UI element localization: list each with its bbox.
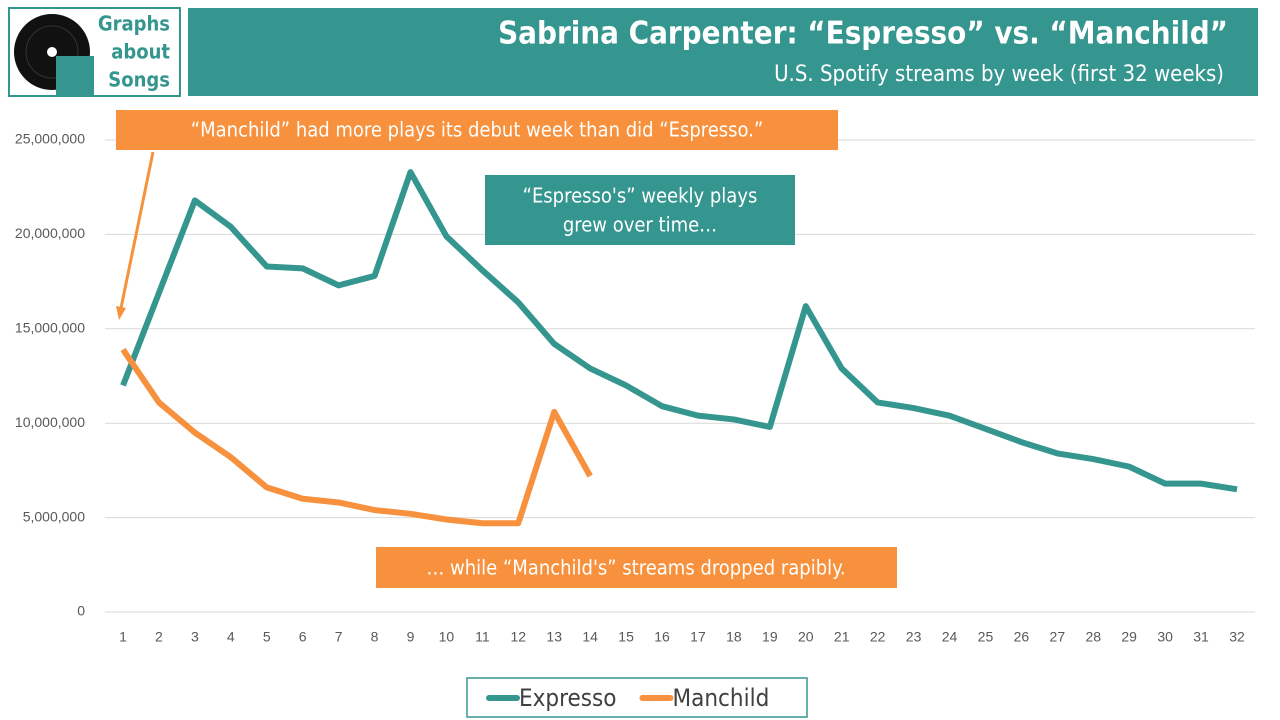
x-tick-label: 9 (407, 629, 415, 645)
logo-g (56, 56, 94, 96)
logo-text: about (111, 40, 170, 64)
annotation: “Espresso's” weekly plays (523, 184, 758, 208)
y-tick-label: 20,000,000 (15, 225, 85, 241)
header (188, 8, 1258, 96)
y-tick-label: 5,000,000 (23, 508, 85, 524)
x-tick-label: 1 (119, 629, 127, 645)
x-tick-label: 4 (227, 629, 235, 645)
legend-label: Manchild (672, 684, 769, 712)
x-tick-label: 17 (690, 629, 706, 645)
x-tick-label: 29 (1121, 629, 1137, 645)
arrow-head (116, 306, 126, 320)
x-tick-label: 31 (1193, 629, 1209, 645)
logo-hole (47, 47, 57, 57)
logo-groove (25, 25, 79, 79)
x-tick-label: 11 (475, 629, 490, 645)
x-tick-label: 26 (1014, 629, 1030, 645)
x-tick-label: 19 (762, 629, 778, 645)
legend (466, 677, 808, 718)
annotation-box (376, 547, 897, 588)
y-tick-label: 25,000,000 (15, 131, 85, 147)
x-tick-label: 18 (726, 629, 742, 645)
logo-text: Graphs (98, 12, 170, 36)
x-tick-label: 8 (371, 629, 379, 645)
annotation: “Manchild” had more plays its debut week… (191, 118, 763, 142)
x-tick-label: 15 (618, 629, 634, 645)
y-tick-label: 15,000,000 (15, 320, 85, 336)
annotation-box (485, 175, 795, 245)
chart-title: Sabrina Carpenter: “Espresso” vs. “Manch… (498, 16, 1228, 52)
x-tick-label: 23 (906, 629, 922, 645)
x-tick-label: 27 (1050, 629, 1066, 645)
x-tick-label: 28 (1085, 629, 1101, 645)
x-tick-label: 6 (299, 629, 307, 645)
x-tick-label: 32 (1229, 629, 1245, 645)
x-tick-label: 30 (1157, 629, 1173, 645)
x-tick-label: 22 (870, 629, 886, 645)
x-tick-label: 10 (439, 629, 455, 645)
annotation-arrow (119, 151, 155, 309)
x-tick-label: 14 (582, 629, 598, 645)
x-tick-label: 3 (191, 629, 199, 645)
legend-label: Expresso (519, 684, 616, 712)
annotation-box (116, 110, 838, 150)
x-tick-label: 25 (978, 629, 994, 645)
x-tick-label: 12 (511, 629, 527, 645)
x-tick-label: 20 (798, 629, 814, 645)
annotation: grew over time… (563, 213, 717, 237)
logo-text: Songs (108, 68, 170, 92)
x-tick-label: 5 (263, 629, 271, 645)
x-tick-label: 16 (654, 629, 670, 645)
x-tick-label: 21 (834, 629, 850, 645)
x-tick-label: 2 (155, 629, 163, 645)
series-line (120, 169, 1238, 493)
series-line (120, 347, 593, 527)
y-tick-label: 10,000,000 (15, 414, 85, 430)
annotation: … while “Manchild's” streams dropped rap… (426, 556, 845, 580)
x-tick-label: 7 (335, 629, 343, 645)
chart-subtitle: U.S. Spotify streams by week (first 32 w… (774, 62, 1224, 87)
x-tick-label: 13 (546, 629, 562, 645)
y-tick-label: 0 (77, 603, 85, 619)
x-tick-label: 24 (942, 629, 958, 645)
